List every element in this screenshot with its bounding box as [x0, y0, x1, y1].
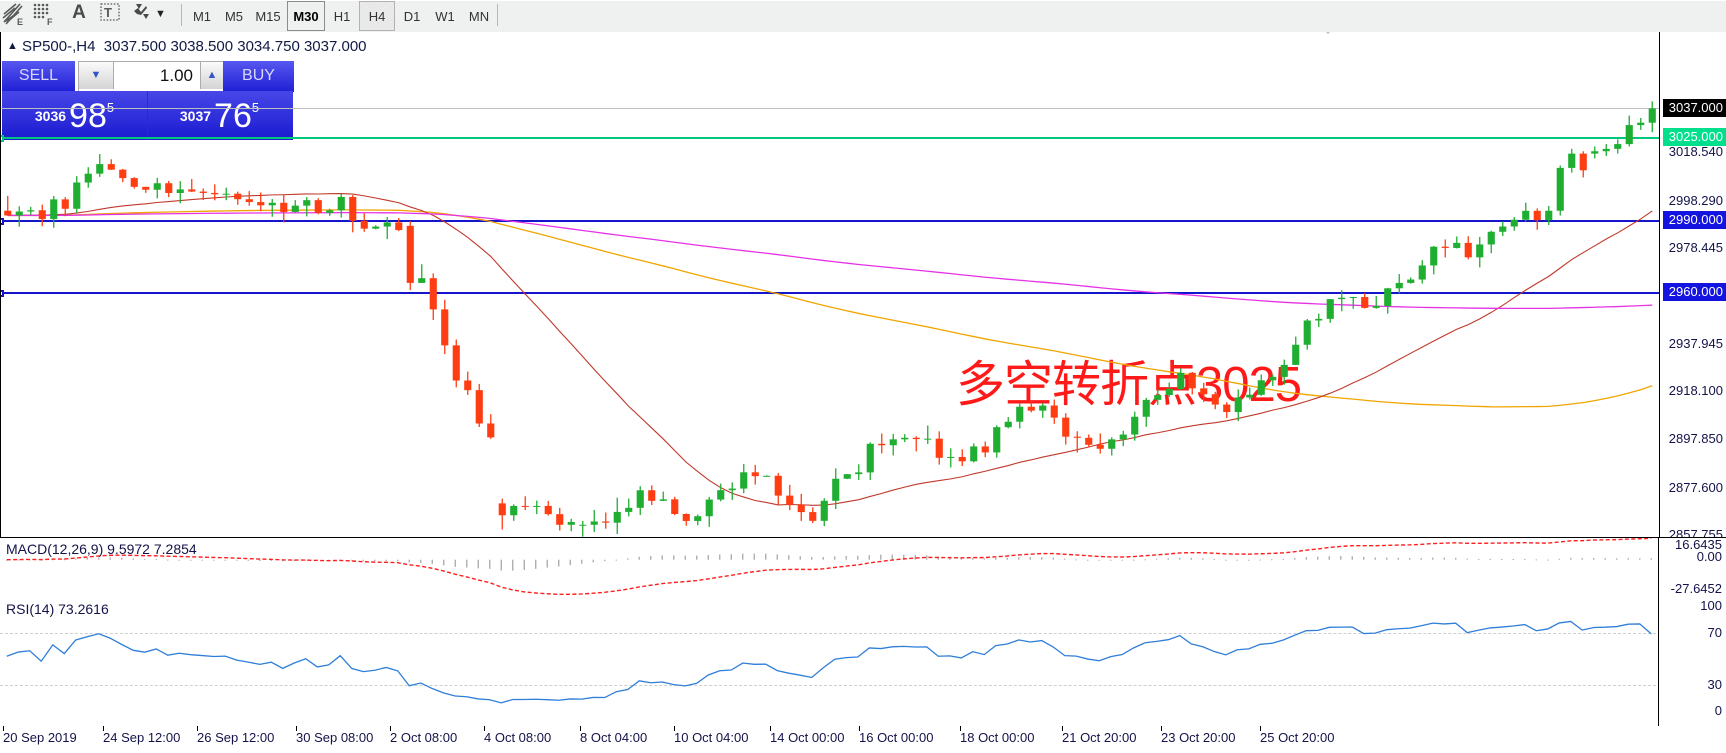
svg-text:T: T	[104, 5, 112, 20]
svg-text:E: E	[17, 17, 23, 27]
svg-text:F: F	[47, 17, 53, 27]
